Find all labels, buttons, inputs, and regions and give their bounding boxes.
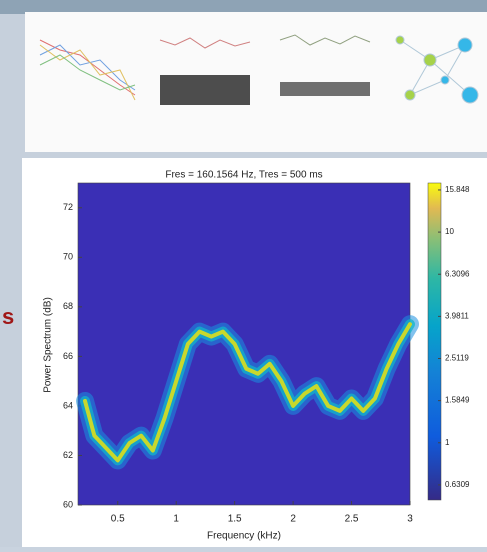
thumb-wave bbox=[279, 34, 371, 46]
thumb-network bbox=[395, 35, 479, 104]
x-tick-label: 1 bbox=[173, 514, 179, 525]
x-tick-label: 2 bbox=[290, 514, 296, 525]
chart: 0.5 1 1.5 2 2.5 3 60 62 64 66 68 70 72 15.848 10 6.3096… bbox=[63, 182, 470, 525]
x-tick-label: 2.5 bbox=[345, 514, 359, 525]
y-axis-label: Power Spectrum (dB) bbox=[43, 297, 54, 393]
x-tick-label: 1.5 bbox=[228, 514, 242, 525]
thumbnail-panel bbox=[25, 12, 487, 152]
colorbar bbox=[427, 182, 442, 501]
thumb-line bbox=[39, 54, 136, 91]
thumb-wave bbox=[159, 37, 251, 49]
spectrum-line bbox=[83, 322, 412, 463]
colorbar-tick-label: 10 bbox=[445, 227, 454, 236]
y-tick-label: 60 bbox=[63, 499, 73, 509]
y-tick-label: 70 bbox=[63, 252, 73, 262]
thumb-line bbox=[39, 44, 136, 101]
thumb-waveform bbox=[280, 82, 370, 96]
chart-title: Fres = 160.1564 Hz, Tres = 500 ms bbox=[165, 170, 322, 181]
colorbar-tick-label: 6.3096 bbox=[445, 269, 470, 278]
y-tick-label: 68 bbox=[63, 301, 73, 311]
colorbar-tick-label: 15.848 bbox=[445, 185, 470, 194]
y-tick-label: 64 bbox=[63, 400, 73, 410]
y-tick-label: 72 bbox=[63, 202, 73, 212]
colorbar-tick-label: 0.6309 bbox=[445, 480, 470, 489]
y-tick-label: 62 bbox=[63, 450, 73, 460]
x-tick-label: 0.5 bbox=[111, 514, 125, 525]
colorbar-tick-label: 3.9811 bbox=[445, 311, 469, 320]
photo-strip bbox=[0, 0, 487, 14]
colorbar-tick-label: 2.5119 bbox=[445, 354, 469, 363]
x-axis-label: Frequency (kHz) bbox=[207, 531, 281, 542]
x-tick-label: 3 bbox=[407, 514, 413, 525]
y-tick-label: 66 bbox=[63, 351, 73, 361]
thumbnails bbox=[39, 34, 479, 105]
side-text: s bbox=[2, 304, 14, 329]
colorbar-tick-label: 1.5849 bbox=[445, 396, 470, 405]
thumb-waveform bbox=[160, 75, 250, 105]
colorbar-tick-label: 1 bbox=[445, 438, 450, 447]
